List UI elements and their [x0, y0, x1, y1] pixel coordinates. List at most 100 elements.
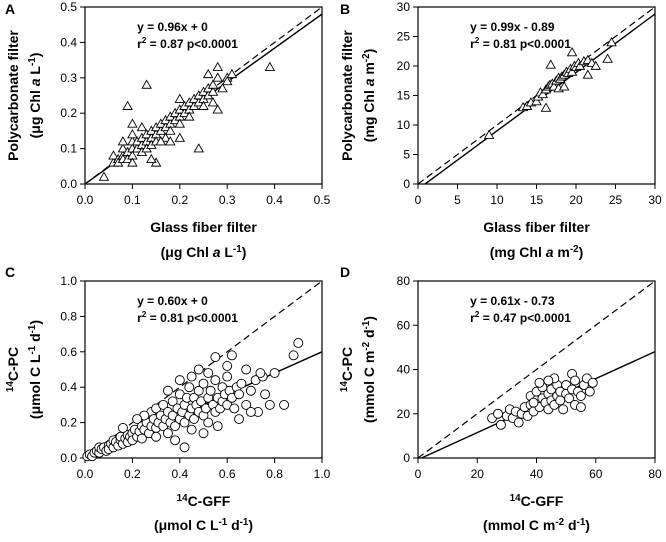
data-point	[174, 118, 186, 128]
y-axis-units: (mmol C m-2 d-1)	[361, 316, 378, 423]
regression-equation: y = 0.60x + 0	[137, 294, 208, 308]
data-point	[528, 397, 539, 408]
data-point	[234, 414, 245, 425]
data-point	[241, 399, 252, 410]
data-point	[151, 431, 162, 442]
y-tick-label: 25	[397, 30, 411, 44]
data-point	[545, 59, 556, 69]
data-point	[222, 361, 233, 371]
data-point	[293, 338, 304, 348]
data-point	[606, 36, 617, 47]
data-point	[493, 408, 503, 419]
y-axis-title: 14C-PC	[5, 347, 22, 392]
data-point	[174, 93, 186, 103]
data-point	[255, 368, 266, 378]
x-tick-label: 0	[415, 467, 422, 481]
data-point	[186, 371, 197, 382]
data-point	[205, 385, 216, 396]
data-point	[198, 100, 209, 110]
data-point	[229, 403, 240, 414]
data-point	[226, 350, 237, 361]
data-point	[117, 422, 128, 433]
data-point	[184, 111, 195, 121]
y-tick-label: 0.5	[60, 0, 77, 14]
data-point	[162, 385, 173, 396]
data-point	[155, 136, 167, 146]
y-tick-label: 0.0	[60, 177, 77, 191]
y-tick-label: 80	[397, 274, 411, 288]
data-point	[212, 72, 223, 82]
panel-label: C	[5, 264, 15, 280]
data-point	[210, 352, 221, 363]
data-point	[198, 428, 209, 439]
data-point	[602, 53, 613, 63]
panel-c: 0.0 0.2 0.4 0.6 0.8 1.0 0.0 0.2 0.4 0.6 0.8 1.0 y = …	[5, 264, 331, 533]
data-point	[245, 385, 256, 396]
data-point	[174, 375, 185, 386]
data-point	[260, 389, 271, 400]
data-point	[574, 60, 586, 70]
x-tick-label: 0.2	[124, 467, 141, 481]
data-point	[566, 47, 578, 57]
data-point	[534, 377, 545, 388]
plot-frame	[84, 6, 323, 185]
x-tick-label: 0.4	[171, 467, 188, 481]
x-tick-label: 60	[589, 467, 603, 481]
data-point	[122, 100, 133, 110]
x-tick-label: 0.1	[124, 193, 141, 207]
data-point	[564, 393, 575, 404]
panel-b: 0 5 10 15 20 25 30 0 5 10 15 20 25 30 y = 0.99x - 0.89…	[339, 0, 662, 260]
data-point	[483, 129, 495, 139]
regression-equation: y = 0.96x + 0	[137, 20, 208, 34]
y-tick-label: 40	[397, 363, 411, 377]
data-point	[269, 368, 280, 378]
x-tick-label: 25	[609, 193, 623, 207]
data-point	[575, 391, 586, 401]
x-tick-label: 0	[415, 193, 422, 207]
y-axis-units: (μg Chl a L-1)	[27, 53, 44, 139]
y-tick-label: 0.4	[60, 380, 77, 394]
y-tick-label: 10	[397, 118, 411, 132]
panel-label: A	[5, 1, 15, 17]
data-point	[108, 150, 119, 160]
x-axis-units: (mg Chl a m-2)	[490, 244, 584, 261]
y-tick-label: 0.3	[60, 71, 77, 85]
x-tick-label: 20	[569, 193, 583, 207]
x-tick-label: 10	[490, 193, 504, 207]
data-point	[221, 75, 233, 86]
x-tick-label: 30	[648, 193, 662, 207]
data-point	[537, 88, 549, 99]
data-point	[170, 435, 181, 446]
data-point	[193, 364, 204, 375]
y-tick-label: 1.0	[60, 274, 77, 288]
y-tick-label: 20	[397, 407, 411, 421]
data-point	[141, 79, 152, 89]
panel-label: D	[340, 264, 350, 280]
plot-frame	[84, 280, 323, 459]
r-squared-text: r2 = 0.81 p<0.0001	[470, 35, 571, 51]
x-axis-units: (μmol C L-1 d-1)	[154, 517, 253, 534]
data-point	[584, 386, 595, 397]
x-tick-label: 0.6	[219, 467, 236, 481]
data-point	[162, 428, 173, 439]
data-point	[184, 382, 195, 393]
data-point	[236, 378, 247, 389]
data-point	[165, 125, 176, 135]
data-point	[210, 375, 221, 386]
data-point	[212, 421, 223, 432]
data-point	[245, 407, 256, 417]
data-point	[167, 396, 178, 407]
data-point	[264, 399, 275, 410]
data-point	[513, 417, 524, 428]
y-axis-title: Polycarbonate filter	[339, 30, 355, 161]
x-tick-label: 0.5	[314, 193, 331, 207]
panel-a: 0.0 0.1 0.2 0.3 0.4 0.5 0.0 0.1 0.2 0.3 0.4 0.5 y = …	[5, 0, 331, 260]
data-point	[558, 81, 570, 91]
data-point	[575, 402, 586, 413]
data-point	[193, 385, 204, 396]
x-axis-units: (μg Chl a L-1)	[161, 244, 247, 261]
x-tick-label: 15	[530, 193, 544, 207]
data-point	[98, 171, 110, 181]
